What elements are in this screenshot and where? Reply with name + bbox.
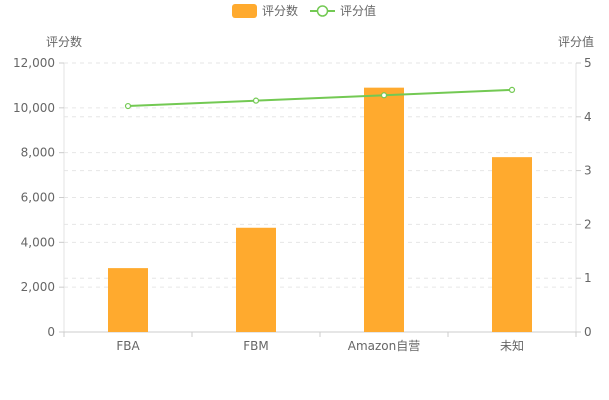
legend: 评分数 评分值 bbox=[232, 3, 376, 18]
legend-bar-swatch bbox=[232, 4, 257, 18]
x-axis-ticks: FBA FBM Amazon自营 未知 bbox=[63, 332, 577, 353]
line-point bbox=[124, 102, 132, 110]
bar bbox=[492, 157, 532, 332]
bar-series bbox=[108, 87, 532, 333]
y-left-tick-label: 12,000 bbox=[13, 56, 55, 70]
x-tick-label: 未知 bbox=[500, 339, 524, 353]
line-series bbox=[124, 86, 516, 110]
legend-item-line[interactable]: 评分值 bbox=[310, 3, 376, 18]
y-right-tick-label: 5 bbox=[584, 56, 592, 70]
y-axis-left-ticks: 0 2,000 4,000 6,000 8,000 10,000 12,000 bbox=[13, 56, 64, 339]
y-left-tick-label: 0 bbox=[47, 325, 55, 339]
y-axis-right-ticks: 0 1 2 3 4 5 bbox=[576, 56, 592, 339]
bar bbox=[364, 87, 404, 333]
gridlines bbox=[64, 62, 576, 288]
y-right-tick-label: 2 bbox=[584, 217, 592, 231]
x-tick-label: Amazon自营 bbox=[348, 339, 421, 353]
legend-bar-label: 评分数 bbox=[262, 3, 298, 18]
y-left-tick-label: 2,000 bbox=[21, 280, 55, 294]
legend-item-bar[interactable]: 评分数 bbox=[232, 3, 298, 18]
line-point bbox=[508, 86, 516, 94]
y-right-tick-label: 4 bbox=[584, 110, 592, 124]
legend-line-label: 评分值 bbox=[340, 3, 376, 18]
y-axis-right-label: 评分值 bbox=[558, 34, 594, 49]
x-tick-label: FBA bbox=[116, 339, 140, 353]
legend-line-marker bbox=[316, 5, 329, 17]
y-axis-left-label: 评分数 bbox=[46, 34, 82, 49]
y-right-tick-label: 1 bbox=[584, 271, 592, 285]
y-left-tick-label: 10,000 bbox=[13, 101, 55, 115]
y-left-tick-label: 8,000 bbox=[21, 146, 55, 160]
y-right-tick-label: 0 bbox=[584, 325, 592, 339]
line-point bbox=[380, 92, 388, 99]
x-tick-label: FBM bbox=[243, 339, 269, 353]
bar bbox=[108, 268, 148, 332]
line-path bbox=[127, 88, 513, 108]
y-left-tick-label: 4,000 bbox=[21, 235, 55, 249]
y-right-tick-label: 3 bbox=[584, 164, 592, 178]
bar bbox=[236, 227, 276, 332]
y-left-tick-label: 6,000 bbox=[21, 191, 55, 205]
line-point bbox=[252, 97, 260, 104]
